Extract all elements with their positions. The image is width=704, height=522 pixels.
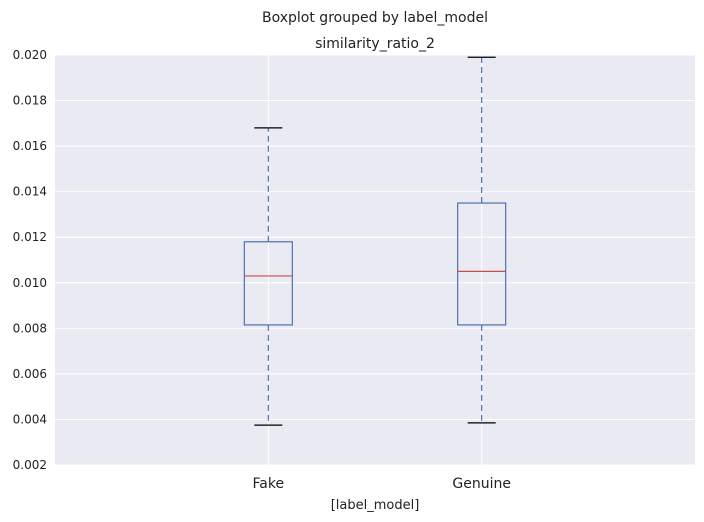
y-tick-label: 0.018 [13, 94, 47, 108]
y-tick-label: 0.006 [13, 367, 47, 381]
box-iqr [243, 241, 293, 326]
box-genuine [457, 56, 507, 424]
plot-area [55, 55, 695, 465]
y-tick-label: 0.012 [13, 230, 47, 244]
y-tick-label: 0.014 [13, 185, 47, 199]
x-tick-label: Genuine [452, 476, 511, 492]
y-tick-label: 0.002 [13, 458, 47, 472]
chart-suptitle: Boxplot grouped by label_model [262, 10, 488, 26]
box-iqr [457, 202, 507, 326]
y-tick-label: 0.008 [13, 321, 47, 335]
y-axis-ticks: 0.002 0.004 0.006 0.008 0.010 0.012 0.014 0.016… [13, 48, 47, 472]
x-tick-label: Fake [253, 476, 285, 492]
x-axis-label: [label_model] [331, 498, 420, 513]
grid-lines [55, 54, 695, 466]
box-fake [243, 127, 293, 426]
x-axis-ticks: Fake Genuine [253, 476, 511, 492]
boxes [243, 56, 507, 426]
y-tick-label: 0.020 [13, 48, 47, 62]
y-tick-label: 0.010 [13, 276, 47, 290]
y-tick-label: 0.004 [13, 412, 47, 426]
chart-title: similarity_ratio_2 [315, 36, 435, 52]
y-tick-label: 0.016 [13, 139, 47, 153]
